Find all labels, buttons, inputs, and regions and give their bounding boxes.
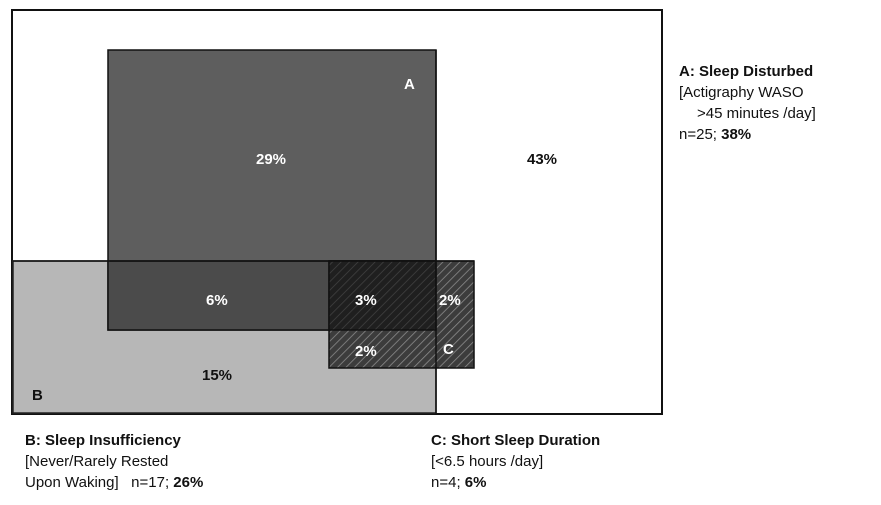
- legend-c-line1: [<6.5 hours /day]: [431, 453, 544, 470]
- legend-c-title: C: Short Sleep Duration: [431, 432, 601, 449]
- set-abc-overlap: [328, 260, 437, 331]
- region-abc-label: 3%: [355, 292, 377, 309]
- legend-b-line2: Upon Waking] n=17;: [25, 474, 174, 491]
- legend-c-count-line: n=4; 6%: [431, 472, 600, 493]
- legend-b-line1: [Never/Rarely Rested: [25, 453, 169, 470]
- legend-c-count: n=4;: [431, 474, 465, 491]
- legend-a-count: n=25;: [679, 126, 722, 143]
- region-bc-label: 2%: [355, 343, 377, 360]
- legend-b-pct: 26%: [173, 474, 204, 491]
- legend-b-line2-wrap: Upon Waking] n=17; 26%: [25, 472, 203, 493]
- legend-a-count-line: n=25; 38%: [679, 124, 816, 145]
- region-a-only-label: 29%: [256, 151, 286, 168]
- legend-a-pct: 38%: [721, 126, 752, 143]
- legend-c: C: Short Sleep Duration [<6.5 hours /day…: [431, 430, 600, 493]
- legend-a-line2: >45 minutes /day]: [697, 105, 816, 122]
- set-c-letter: C: [443, 341, 454, 358]
- legend-a: A: Sleep Disturbed [Actigraphy WASO >45 …: [679, 61, 816, 145]
- legend-b-title: B: Sleep Insufficiency: [25, 432, 181, 449]
- legend-a-title: A: Sleep Disturbed: [679, 63, 814, 80]
- legend-a-line1: [Actigraphy WASO: [679, 84, 804, 101]
- region-ab-label: 6%: [206, 292, 228, 309]
- legend-b: B: Sleep Insufficiency [Never/Rarely Res…: [25, 430, 203, 493]
- legend-c-pct: 6%: [464, 474, 487, 491]
- set-a-letter: A: [404, 76, 415, 93]
- region-none-label: 43%: [527, 151, 557, 168]
- set-b-letter: B: [32, 387, 43, 404]
- region-b-only-label: 15%: [202, 367, 232, 384]
- region-ac-label: 2%: [439, 292, 461, 309]
